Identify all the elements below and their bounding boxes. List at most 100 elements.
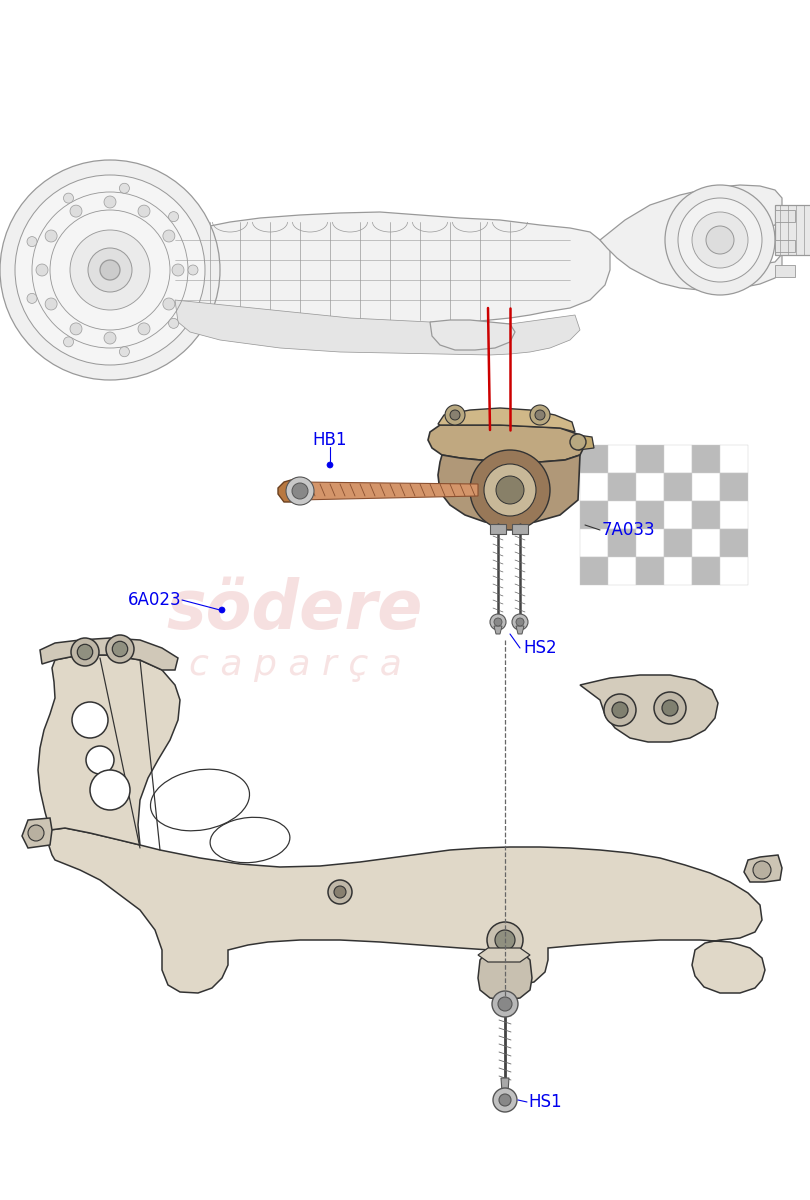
Circle shape <box>90 770 130 810</box>
Circle shape <box>530 404 550 425</box>
Polygon shape <box>580 674 718 742</box>
Bar <box>608 473 636 502</box>
Circle shape <box>168 211 178 222</box>
Bar <box>636 445 664 473</box>
Circle shape <box>498 997 512 1010</box>
Circle shape <box>119 184 130 193</box>
Circle shape <box>86 746 114 774</box>
Circle shape <box>327 462 333 468</box>
Circle shape <box>104 332 116 344</box>
Bar <box>636 473 664 502</box>
Bar <box>636 502 664 529</box>
Bar <box>692 445 720 473</box>
Circle shape <box>45 298 58 310</box>
Bar <box>775 210 795 222</box>
Bar <box>720 445 748 473</box>
Circle shape <box>662 700 678 716</box>
Circle shape <box>0 160 220 380</box>
Polygon shape <box>478 950 532 1000</box>
Polygon shape <box>478 948 530 962</box>
Circle shape <box>63 337 74 347</box>
Bar <box>664 445 692 473</box>
Bar <box>720 502 748 529</box>
Circle shape <box>15 175 205 365</box>
Polygon shape <box>175 300 580 355</box>
Circle shape <box>706 226 734 254</box>
Bar <box>720 473 748 502</box>
Bar <box>580 502 608 529</box>
Circle shape <box>654 692 686 724</box>
Bar <box>636 529 664 557</box>
Polygon shape <box>438 455 580 524</box>
Circle shape <box>450 410 460 420</box>
Circle shape <box>106 635 134 662</box>
Circle shape <box>163 230 175 242</box>
Text: 7A033: 7A033 <box>601 521 654 539</box>
Polygon shape <box>494 626 502 634</box>
Polygon shape <box>430 320 515 350</box>
Bar <box>580 445 608 473</box>
Circle shape <box>496 476 524 504</box>
Circle shape <box>188 265 198 275</box>
Bar <box>775 240 795 252</box>
Circle shape <box>27 293 37 304</box>
Circle shape <box>119 347 130 356</box>
Bar <box>692 529 720 557</box>
Circle shape <box>113 641 128 656</box>
Circle shape <box>612 702 628 718</box>
Circle shape <box>494 618 502 626</box>
Circle shape <box>499 1094 511 1106</box>
Circle shape <box>72 702 108 738</box>
Bar <box>664 529 692 557</box>
Polygon shape <box>600 185 782 290</box>
Bar <box>775 205 810 254</box>
Text: södere: södere <box>167 577 424 643</box>
Circle shape <box>219 607 225 613</box>
Polygon shape <box>38 655 180 845</box>
Circle shape <box>493 1088 517 1112</box>
Circle shape <box>70 230 150 310</box>
Circle shape <box>570 434 586 450</box>
Circle shape <box>492 991 518 1018</box>
Circle shape <box>292 482 308 499</box>
Circle shape <box>445 404 465 425</box>
Circle shape <box>665 185 775 295</box>
Polygon shape <box>438 408 575 432</box>
Circle shape <box>484 464 536 516</box>
Circle shape <box>490 614 506 630</box>
Text: c a p a r ç a: c a p a r ç a <box>189 648 402 682</box>
Circle shape <box>328 880 352 904</box>
Bar <box>636 557 664 584</box>
Bar <box>580 473 608 502</box>
Text: HB1: HB1 <box>313 431 347 449</box>
Polygon shape <box>428 425 585 462</box>
Circle shape <box>286 476 314 505</box>
Bar <box>664 557 692 584</box>
Circle shape <box>45 230 58 242</box>
Circle shape <box>487 922 523 958</box>
Bar <box>664 473 692 502</box>
Polygon shape <box>516 626 524 634</box>
Bar <box>692 502 720 529</box>
Circle shape <box>70 205 82 217</box>
Text: HS2: HS2 <box>523 638 556 658</box>
Circle shape <box>495 930 515 950</box>
Text: HS1: HS1 <box>528 1093 562 1111</box>
Bar <box>608 502 636 529</box>
Circle shape <box>88 248 132 292</box>
Circle shape <box>138 205 150 217</box>
Bar <box>692 473 720 502</box>
Circle shape <box>753 862 771 878</box>
Circle shape <box>604 694 636 726</box>
Circle shape <box>104 196 116 208</box>
Polygon shape <box>60 212 610 326</box>
Circle shape <box>28 826 44 841</box>
Circle shape <box>334 886 346 898</box>
Polygon shape <box>22 818 52 848</box>
Bar <box>580 557 608 584</box>
Polygon shape <box>40 638 178 670</box>
Circle shape <box>138 323 150 335</box>
Bar <box>664 502 692 529</box>
Polygon shape <box>48 828 765 994</box>
Circle shape <box>470 450 550 530</box>
